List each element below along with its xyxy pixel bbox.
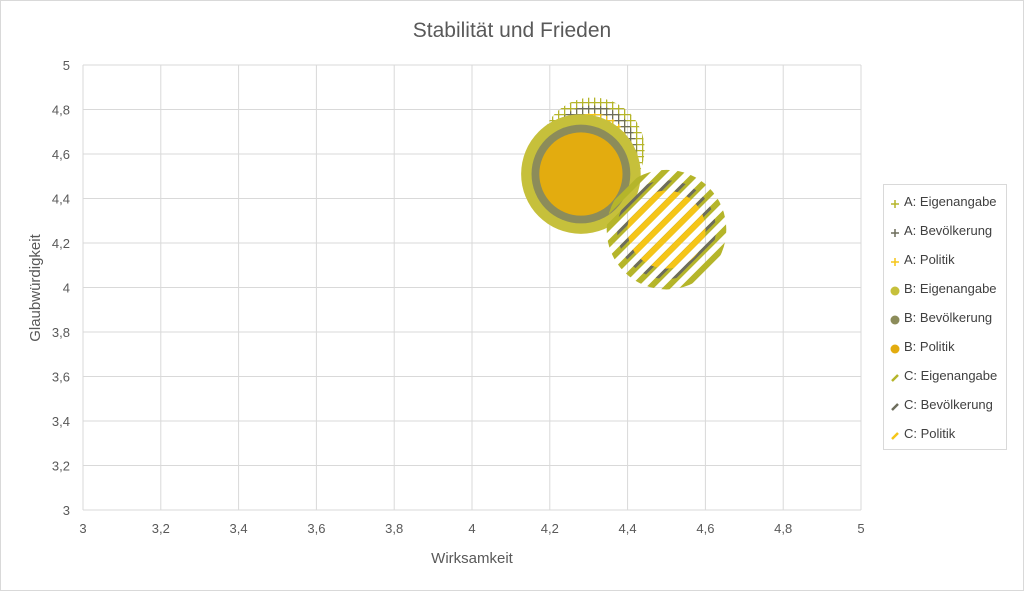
legend-marker [890, 313, 900, 324]
x-tick-label: 4,8 [774, 521, 792, 536]
legend-label: C: Eigenangabe [904, 368, 998, 383]
y-tick-label: 5 [63, 58, 70, 73]
x-tick-label: 3,2 [152, 521, 170, 536]
y-tick-label: 4,6 [52, 147, 70, 162]
chart-title: Stabilität und Frieden [413, 19, 611, 42]
legend: A: Eigenangabe A: Bevölkerung A: Politik B:… [883, 184, 1007, 450]
bubbles [521, 97, 727, 290]
legend-label: A: Politik [904, 252, 955, 267]
y-tick-label: 4,8 [52, 103, 70, 118]
x-tick-label: 4 [468, 521, 475, 536]
y-axis-title: Glaubwürdigkeit [27, 233, 44, 341]
legend-label: A: Bevölkerung [904, 223, 993, 238]
legend-marker [890, 342, 900, 353]
y-tick-label: 3,8 [52, 325, 70, 340]
legend-marker [890, 400, 900, 411]
bubble-c-politik [627, 190, 706, 269]
x-tick-label: 3,4 [230, 521, 248, 536]
legend-item: C: Eigenangabe [890, 361, 997, 390]
y-tick-label: 3,4 [52, 414, 70, 429]
legend-marker [890, 284, 900, 295]
legend-marker [890, 429, 900, 440]
tick-labels: 3 3,2 3,4 3,6 3,8 4 4,2 4,4 4,6 4,8 5 3 3,2 3,4 3,6 3,8… [52, 58, 865, 536]
y-tick-label: 3 [63, 503, 70, 518]
x-tick-label: 3,8 [385, 521, 403, 536]
x-axis-title: Wirksamkeit [431, 550, 513, 567]
x-tick-label: 3,6 [307, 521, 325, 536]
legend-item: A: Politik [890, 245, 955, 274]
y-tick-label: 3,2 [52, 459, 70, 474]
y-tick-label: 4,2 [52, 236, 70, 251]
legend-item: B: Eigenangabe [890, 274, 997, 303]
x-tick-label: 3 [79, 521, 86, 536]
x-tick-label: 4,2 [541, 521, 559, 536]
legend-item: A: Eigenangabe [890, 187, 997, 216]
y-tick-label: 3,6 [52, 370, 70, 385]
legend-item: C: Bevölkerung [890, 390, 993, 419]
legend-item: B: Bevölkerung [890, 303, 992, 332]
legend-label: C: Bevölkerung [904, 397, 993, 412]
y-tick-label: 4 [63, 281, 70, 296]
legend-item: B: Politik [890, 332, 955, 361]
x-tick-label: 5 [857, 521, 864, 536]
legend-item: A: Bevölkerung [890, 216, 992, 245]
y-tick-label: 4,4 [52, 192, 70, 207]
legend-label: C: Politik [904, 426, 956, 441]
x-tick-label: 4,4 [619, 521, 637, 536]
legend-marker [890, 197, 900, 208]
legend-marker [890, 255, 900, 266]
legend-item: C: Politik [890, 419, 955, 448]
legend-label: B: Eigenangabe [904, 281, 997, 296]
bubble-b-politik [539, 132, 623, 216]
legend-marker [890, 226, 900, 237]
legend-label: A: Eigenangabe [904, 194, 997, 209]
legend-marker [890, 371, 900, 382]
grid-lines [82, 64, 862, 511]
x-tick-label: 4,6 [696, 521, 714, 536]
legend-label: B: Bevölkerung [904, 310, 993, 325]
legend-label: B: Politik [904, 339, 955, 354]
